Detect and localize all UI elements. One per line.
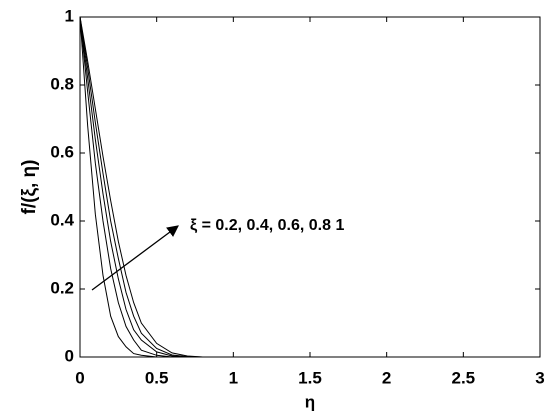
x-tick-label: 1.5 [298,368,322,387]
data-line [79,16,540,358]
data-line [79,16,540,358]
plot-frame [79,16,541,358]
y-tick-label: 0.2 [50,278,74,297]
x-tick-label: 3 [535,368,544,387]
data-line [79,16,540,358]
x-tick-label: 0 [75,368,84,387]
data-line [79,16,540,358]
y-tick-label: 0 [65,346,74,365]
y-tick-label: 0.6 [50,142,74,161]
y-axis-label: f/(ξ, η) [19,160,40,215]
annotation: ξ = 0.2, 0.4, 0.6, 0.8 1 [190,217,344,234]
y-tick-label: 1 [65,6,74,25]
x-tick-label: 0.5 [145,368,169,387]
x-tick-label: 2.5 [452,368,476,387]
annotation-arrow [91,225,179,291]
data-line [79,16,540,358]
x-axis-label: η [305,392,315,411]
y-tick-label: 0.4 [50,210,74,229]
x-tick-label: 1 [229,368,238,387]
y-tick-label: 0.8 [50,74,74,93]
x-tick-label: 2 [382,368,391,387]
